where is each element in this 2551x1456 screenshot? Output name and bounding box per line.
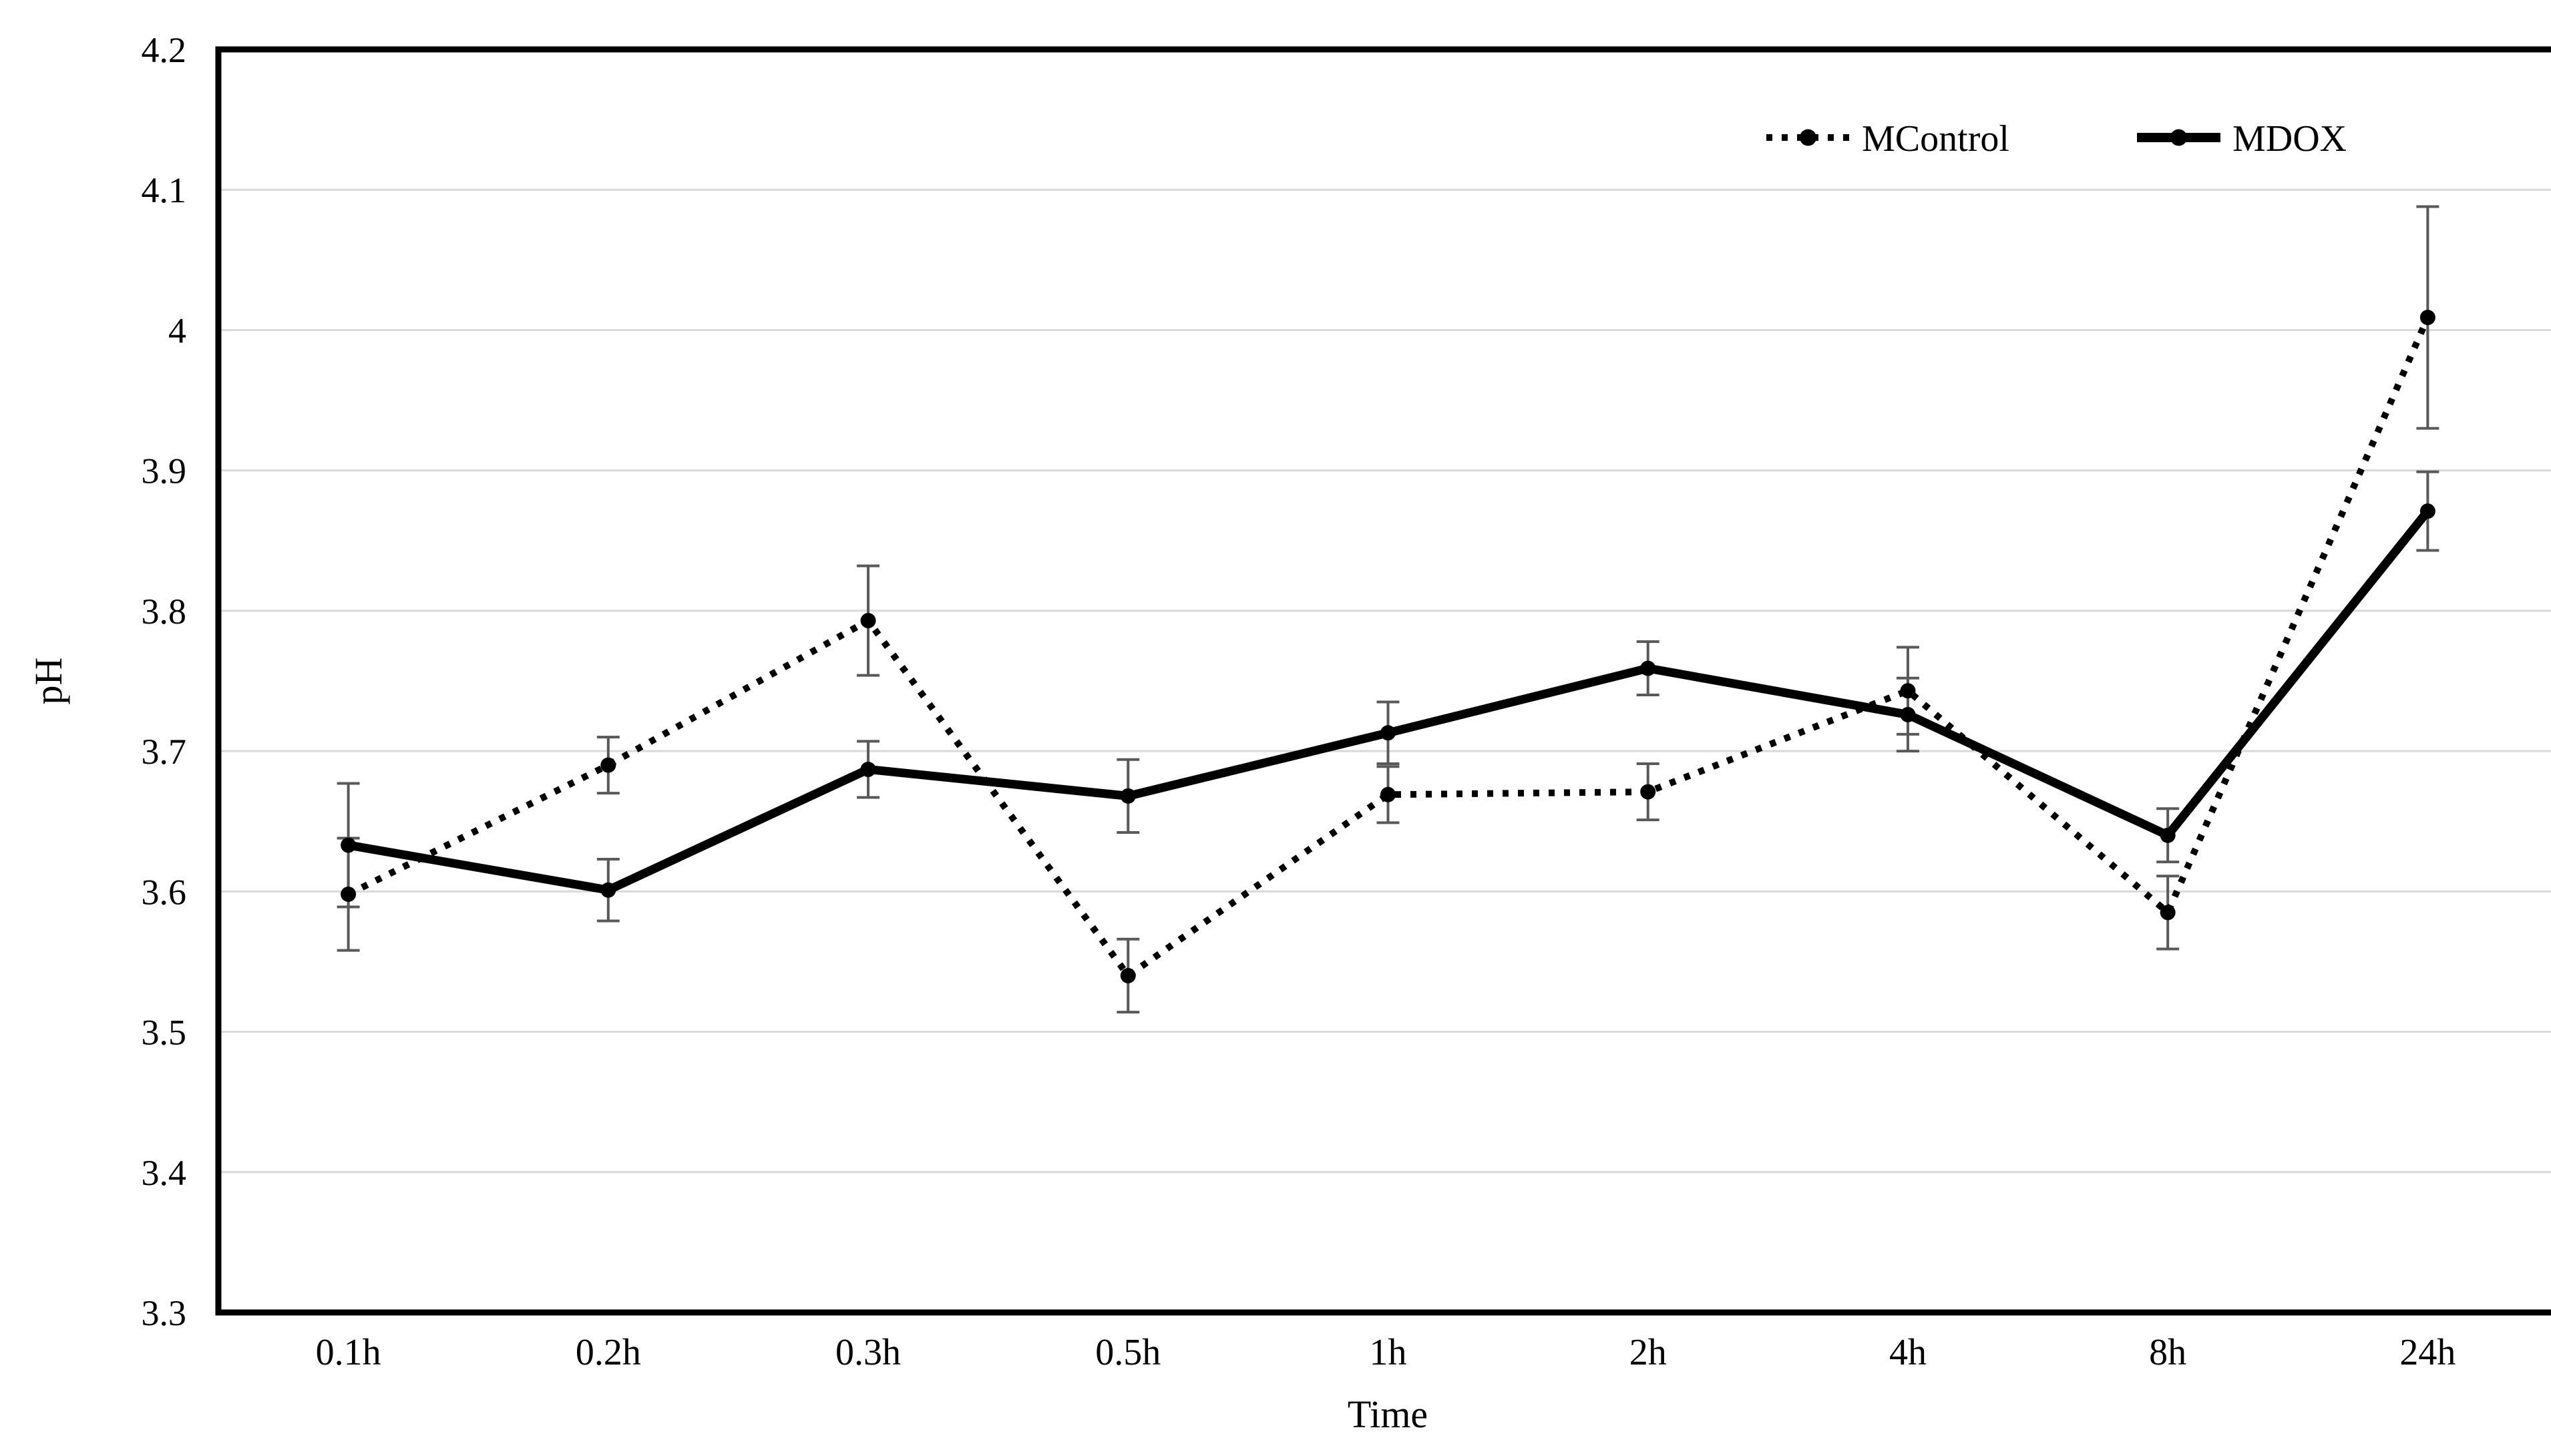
marker-mcontrol-0.1h — [341, 887, 357, 903]
x-tick-label: 4h — [1889, 1332, 1927, 1373]
gridlines — [218, 188, 2551, 1174]
y-tick-label: 3.7 — [142, 732, 187, 772]
data-point-markers — [341, 310, 2435, 983]
marker-mcontrol-24h — [2419, 310, 2435, 326]
series-lines — [347, 316, 2431, 979]
marker-mcontrol-0.2h — [600, 757, 616, 773]
marker-mdox-0.5h — [1120, 788, 1136, 804]
marker-mcontrol-4h — [1900, 683, 1916, 699]
legend-label: MDOX — [2232, 118, 2347, 160]
legend-item-mcontrol: MControl — [1766, 118, 2009, 160]
y-tick-label: 3.8 — [142, 591, 187, 632]
y-tick-label: 4.2 — [142, 30, 187, 70]
marker-mcontrol-8h — [2160, 905, 2176, 921]
legend-item-mdox: MDOX — [2137, 118, 2347, 160]
chart-canvas: 3.3 3.4 3.5 3.6 3.7 3.8 3.9 4 4.1 4.2 0.1h 0.2h 0.3… — [27, 11, 2551, 1445]
legend: MControl MDOX — [1766, 118, 2347, 160]
marker-mdox-8h — [2160, 827, 2176, 843]
marker-mcontrol-1h — [1380, 786, 1396, 802]
y-tick-label: 4 — [168, 310, 186, 350]
x-tick-label: 0.2h — [576, 1332, 641, 1373]
marker-mdox-2h — [1640, 660, 1656, 676]
marker-mdox-24h — [2419, 503, 2435, 519]
marker-mdox-0.3h — [860, 761, 876, 777]
legend-swatch-marker-icon — [2170, 129, 2187, 146]
x-tick-label: 8h — [2149, 1332, 2186, 1373]
legend-swatch-marker-icon — [1800, 129, 1816, 146]
marker-mcontrol-2h — [1640, 784, 1656, 800]
y-tick-label: 3.6 — [142, 872, 187, 912]
marker-mcontrol-0.5h — [1120, 967, 1136, 983]
plot-border — [215, 46, 2551, 1316]
marker-mdox-0.1h — [341, 837, 357, 853]
x-tick-label: 2h — [1629, 1332, 1667, 1373]
x-tick-label: 1h — [1370, 1332, 1407, 1373]
series-line-mcontrol — [347, 316, 2431, 979]
y-axis-tick-labels: 3.3 3.4 3.5 3.6 3.7 3.8 3.9 4 4.1 4.2 — [142, 30, 187, 1333]
x-tick-label: 24h — [2399, 1332, 2456, 1373]
x-axis-title: Time — [1348, 1393, 1428, 1436]
ph-vs-time-chart: 3.3 3.4 3.5 3.6 3.7 3.8 3.9 4 4.1 4.2 0.1h 0.2h 0.3… — [27, 11, 2551, 1445]
legend-label: MControl — [1862, 118, 2009, 160]
x-tick-label: 0.1h — [316, 1332, 381, 1373]
marker-mdox-0.2h — [600, 882, 616, 898]
marker-mdox-1h — [1380, 725, 1396, 741]
y-tick-label: 3.9 — [142, 451, 187, 491]
y-tick-label: 3.4 — [142, 1153, 187, 1193]
x-axis-tick-labels: 0.1h 0.2h 0.3h 0.5h 1h 2h 4h 8h 24h — [316, 1332, 2456, 1373]
x-tick-label: 0.3h — [835, 1332, 901, 1373]
y-axis-title: pH — [27, 658, 70, 705]
series-line-mdox — [347, 508, 2431, 895]
y-tick-label: 4.1 — [142, 170, 187, 210]
marker-mdox-4h — [1900, 706, 1916, 722]
marker-mcontrol-0.3h — [860, 613, 876, 629]
y-tick-label: 3.3 — [142, 1293, 187, 1333]
y-tick-label: 3.5 — [142, 1013, 187, 1053]
x-tick-label: 0.5h — [1095, 1332, 1161, 1373]
